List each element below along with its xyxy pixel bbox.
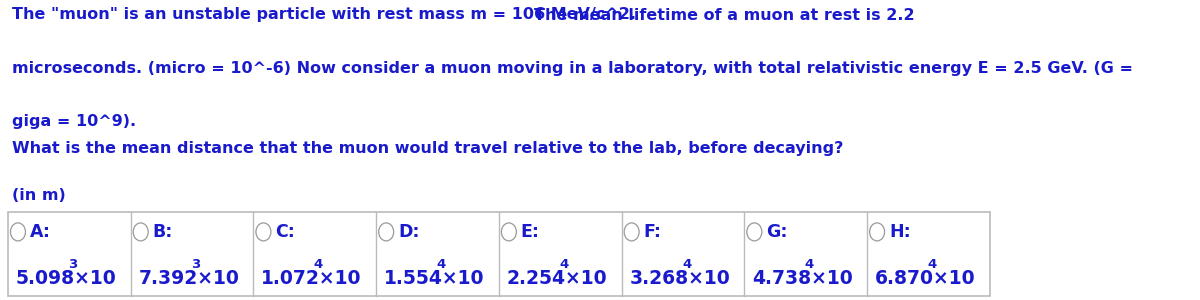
Text: 4: 4 — [559, 259, 569, 272]
Text: 3: 3 — [68, 259, 78, 272]
Text: 2.254×10: 2.254×10 — [506, 269, 607, 288]
Text: microseconds. (micro = 10^-6) Now consider a muon moving in a laboratory, with t: microseconds. (micro = 10^-6) Now consid… — [12, 61, 1133, 76]
Text: 1.554×10: 1.554×10 — [384, 269, 485, 288]
Text: What is the mean distance that the muon would travel relative to the lab, before: What is the mean distance that the muon … — [12, 141, 844, 156]
Text: 3.268×10: 3.268×10 — [630, 269, 731, 288]
Text: H:: H: — [889, 223, 911, 241]
Text: F:: F: — [643, 223, 661, 241]
Ellipse shape — [133, 223, 148, 241]
Text: 4: 4 — [682, 259, 691, 272]
Ellipse shape — [870, 223, 884, 241]
Text: 1.072×10: 1.072×10 — [262, 269, 362, 288]
Text: 3: 3 — [191, 259, 200, 272]
Text: The mean lifetime of a muon at rest is 2.2: The mean lifetime of a muon at rest is 2… — [534, 8, 914, 22]
Text: C:: C: — [276, 223, 295, 241]
Bar — [8, 212, 990, 296]
Text: 6.870×10: 6.870×10 — [875, 269, 976, 288]
Text: A:: A: — [30, 223, 50, 241]
Ellipse shape — [11, 223, 25, 241]
Text: 4: 4 — [928, 259, 937, 272]
Text: giga = 10^9).: giga = 10^9). — [12, 114, 136, 129]
Text: (in m): (in m) — [12, 188, 66, 202]
Ellipse shape — [256, 223, 271, 241]
Text: The "muon" is an unstable particle with rest mass m = 106 MeV/c^2.: The "muon" is an unstable particle with … — [12, 8, 636, 22]
Text: 4: 4 — [437, 259, 446, 272]
Ellipse shape — [624, 223, 640, 241]
Text: E:: E: — [521, 223, 540, 241]
Text: 4.738×10: 4.738×10 — [752, 269, 853, 288]
Text: 5.098×10: 5.098×10 — [16, 269, 116, 288]
Text: 4: 4 — [314, 259, 323, 272]
Ellipse shape — [502, 223, 516, 241]
Text: G:: G: — [767, 223, 788, 241]
Ellipse shape — [746, 223, 762, 241]
Text: D:: D: — [398, 223, 420, 241]
Ellipse shape — [379, 223, 394, 241]
Text: B:: B: — [152, 223, 173, 241]
Text: 7.392×10: 7.392×10 — [139, 269, 240, 288]
Text: 4: 4 — [805, 259, 814, 272]
